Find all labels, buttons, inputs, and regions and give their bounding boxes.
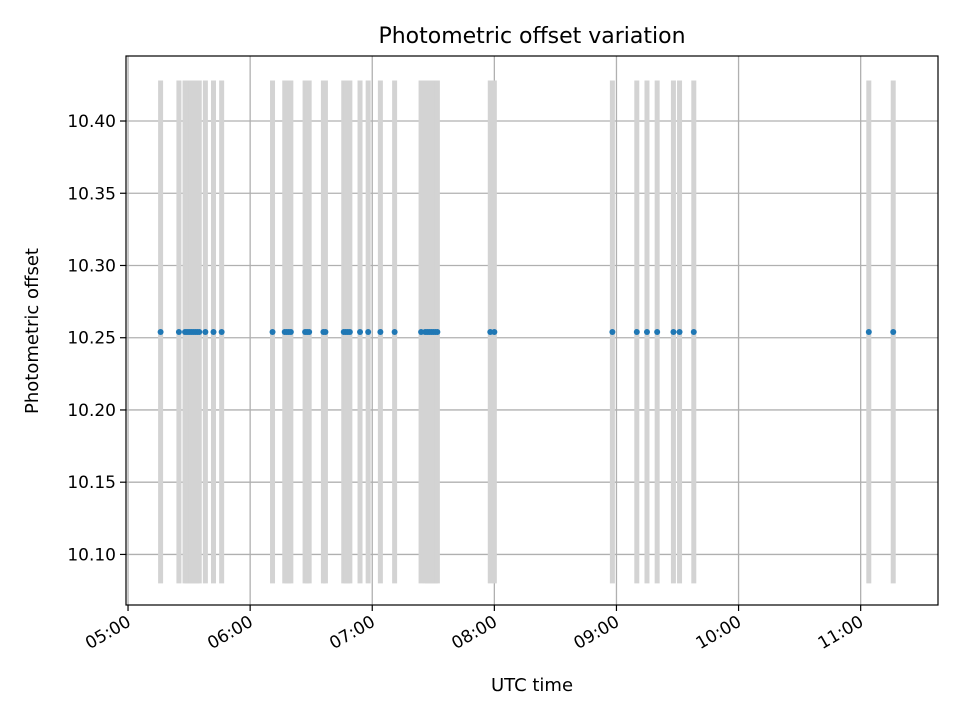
x-tick-label: 05:00 (82, 612, 134, 654)
data-point (196, 328, 203, 335)
data-point (434, 328, 441, 335)
data-point (654, 328, 661, 335)
data-point (377, 328, 384, 335)
x-tick-label: 09:00 (571, 612, 623, 654)
grid-layer (126, 56, 938, 605)
y-tick-label: 10.25 (67, 329, 116, 349)
data-point (306, 328, 313, 335)
chart-title: Photometric offset variation (378, 24, 685, 49)
y-tick-label: 10.20 (67, 401, 116, 421)
data-point (491, 328, 498, 335)
data-point (890, 328, 897, 335)
data-point (609, 328, 616, 335)
data-point (643, 328, 650, 335)
x-tick-label: 07:00 (326, 612, 378, 654)
x-axis-label: UTC time (491, 675, 573, 696)
data-point (157, 328, 164, 335)
x-tick-label: 06:00 (204, 612, 256, 654)
data-point (218, 328, 225, 335)
data-point (202, 328, 209, 335)
data-point (210, 328, 217, 335)
data-point (633, 328, 640, 335)
x-tick-label: 10:00 (693, 612, 745, 654)
data-point (269, 328, 276, 335)
y-tick-label: 10.30 (67, 256, 116, 276)
y-tick-label: 10.15 (67, 473, 116, 493)
data-point (287, 328, 294, 335)
y-tick-label: 10.35 (67, 184, 116, 204)
y-axis-label: Photometric offset (22, 248, 43, 414)
data-point-layer (157, 328, 897, 335)
data-point (690, 328, 697, 335)
data-point (391, 328, 398, 335)
plot-frame (125, 55, 939, 606)
x-tick-label: 08:00 (448, 612, 500, 654)
data-point (676, 328, 683, 335)
data-point (365, 328, 372, 335)
data-point (322, 328, 329, 335)
data-point (865, 328, 872, 335)
data-point (357, 328, 364, 335)
data-point (670, 328, 677, 335)
tick-layer: 05:00 06:00 07:00 08:00 09:00 10:00 11:00 10.10… (67, 112, 867, 654)
x-tick-label: 11:00 (815, 612, 867, 654)
data-point (175, 328, 182, 335)
y-tick-label: 10.40 (67, 112, 116, 132)
y-tick-label: 10.10 (67, 545, 116, 565)
data-point (346, 328, 353, 335)
